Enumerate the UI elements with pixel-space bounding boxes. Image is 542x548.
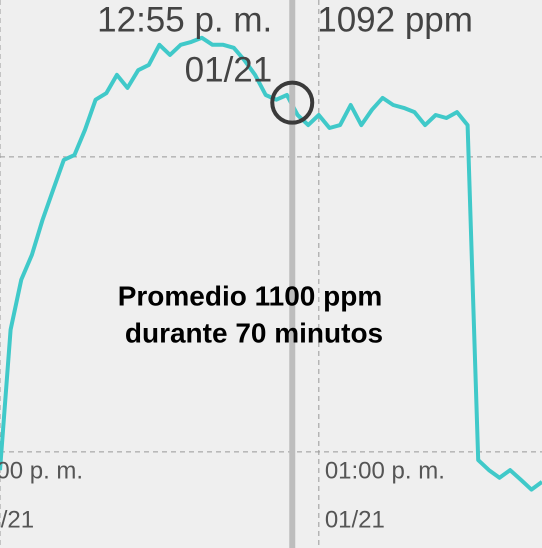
annotation: durante 70 minutos: [125, 317, 383, 348]
cursor-time: 12:55 p. m.: [97, 0, 272, 39]
cursor-value: 1092 ppm: [317, 0, 473, 39]
x-tick-label: 01:00 p. m.: [325, 457, 445, 484]
x-tick-date: 01/21: [0, 506, 34, 533]
labels: Promedio 1100 ppm durante 70 minutos 12:…: [0, 0, 473, 533]
cursor-date: 01/21: [185, 50, 273, 89]
x-tick-label: 12:00 p. m.: [0, 457, 83, 484]
cursor-point: [270, 80, 315, 125]
annotation: Promedio 1100 ppm: [118, 280, 383, 311]
x-tick-date: 01/21: [325, 506, 385, 533]
